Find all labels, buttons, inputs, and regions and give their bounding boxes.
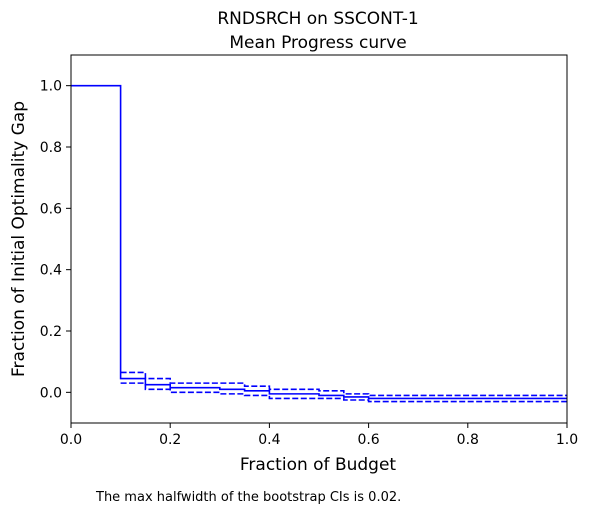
x-axis-label: Fraction of Budget bbox=[240, 455, 397, 475]
y-tick-label: 0.8 bbox=[40, 140, 62, 156]
y-tick-label: 1.0 bbox=[40, 79, 62, 95]
x-tick-label: 0.4 bbox=[258, 432, 280, 448]
ci-bound-line-1 bbox=[120, 371, 567, 397]
y-tick-label: 0.2 bbox=[40, 324, 62, 340]
y-tick-label: 0.4 bbox=[40, 263, 62, 279]
y-tick-label: 0.0 bbox=[40, 385, 62, 401]
plot-frame bbox=[70, 54, 568, 424]
mean-progress-line bbox=[71, 84, 567, 400]
chart-title-line-1: RNDSRCH on SSCONT-1 bbox=[217, 9, 418, 29]
chart-title-line-2: Mean Progress curve bbox=[229, 33, 406, 53]
y-axis: 0.0 0.2 0.4 0.6 0.8 1.0 bbox=[40, 79, 71, 401]
x-tick-label: 0.2 bbox=[159, 432, 181, 448]
halfwidth-footnote: The max halfwidth of the bootstrap CIs i… bbox=[95, 490, 401, 505]
plot-lines bbox=[71, 84, 567, 403]
x-tick-label: 0.6 bbox=[357, 432, 379, 448]
ci-bound-line-2 bbox=[120, 382, 567, 403]
y-axis-label: Fraction of Initial Optimality Gap bbox=[9, 101, 29, 377]
x-tick-label: 0.0 bbox=[60, 432, 82, 448]
y-tick-label: 0.6 bbox=[40, 201, 62, 217]
x-axis: 0.0 0.2 0.4 0.6 0.8 1.0 bbox=[60, 423, 578, 448]
x-tick-label: 0.8 bbox=[457, 432, 479, 448]
x-tick-label: 1.0 bbox=[556, 432, 578, 448]
